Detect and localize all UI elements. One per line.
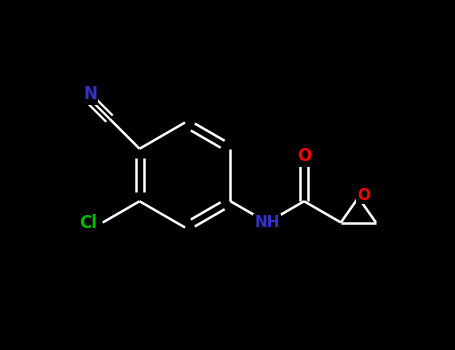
Text: NH: NH [254, 215, 280, 230]
Text: N: N [83, 85, 97, 103]
Text: O: O [357, 188, 370, 203]
Text: Cl: Cl [79, 214, 97, 231]
Text: O: O [297, 147, 311, 165]
